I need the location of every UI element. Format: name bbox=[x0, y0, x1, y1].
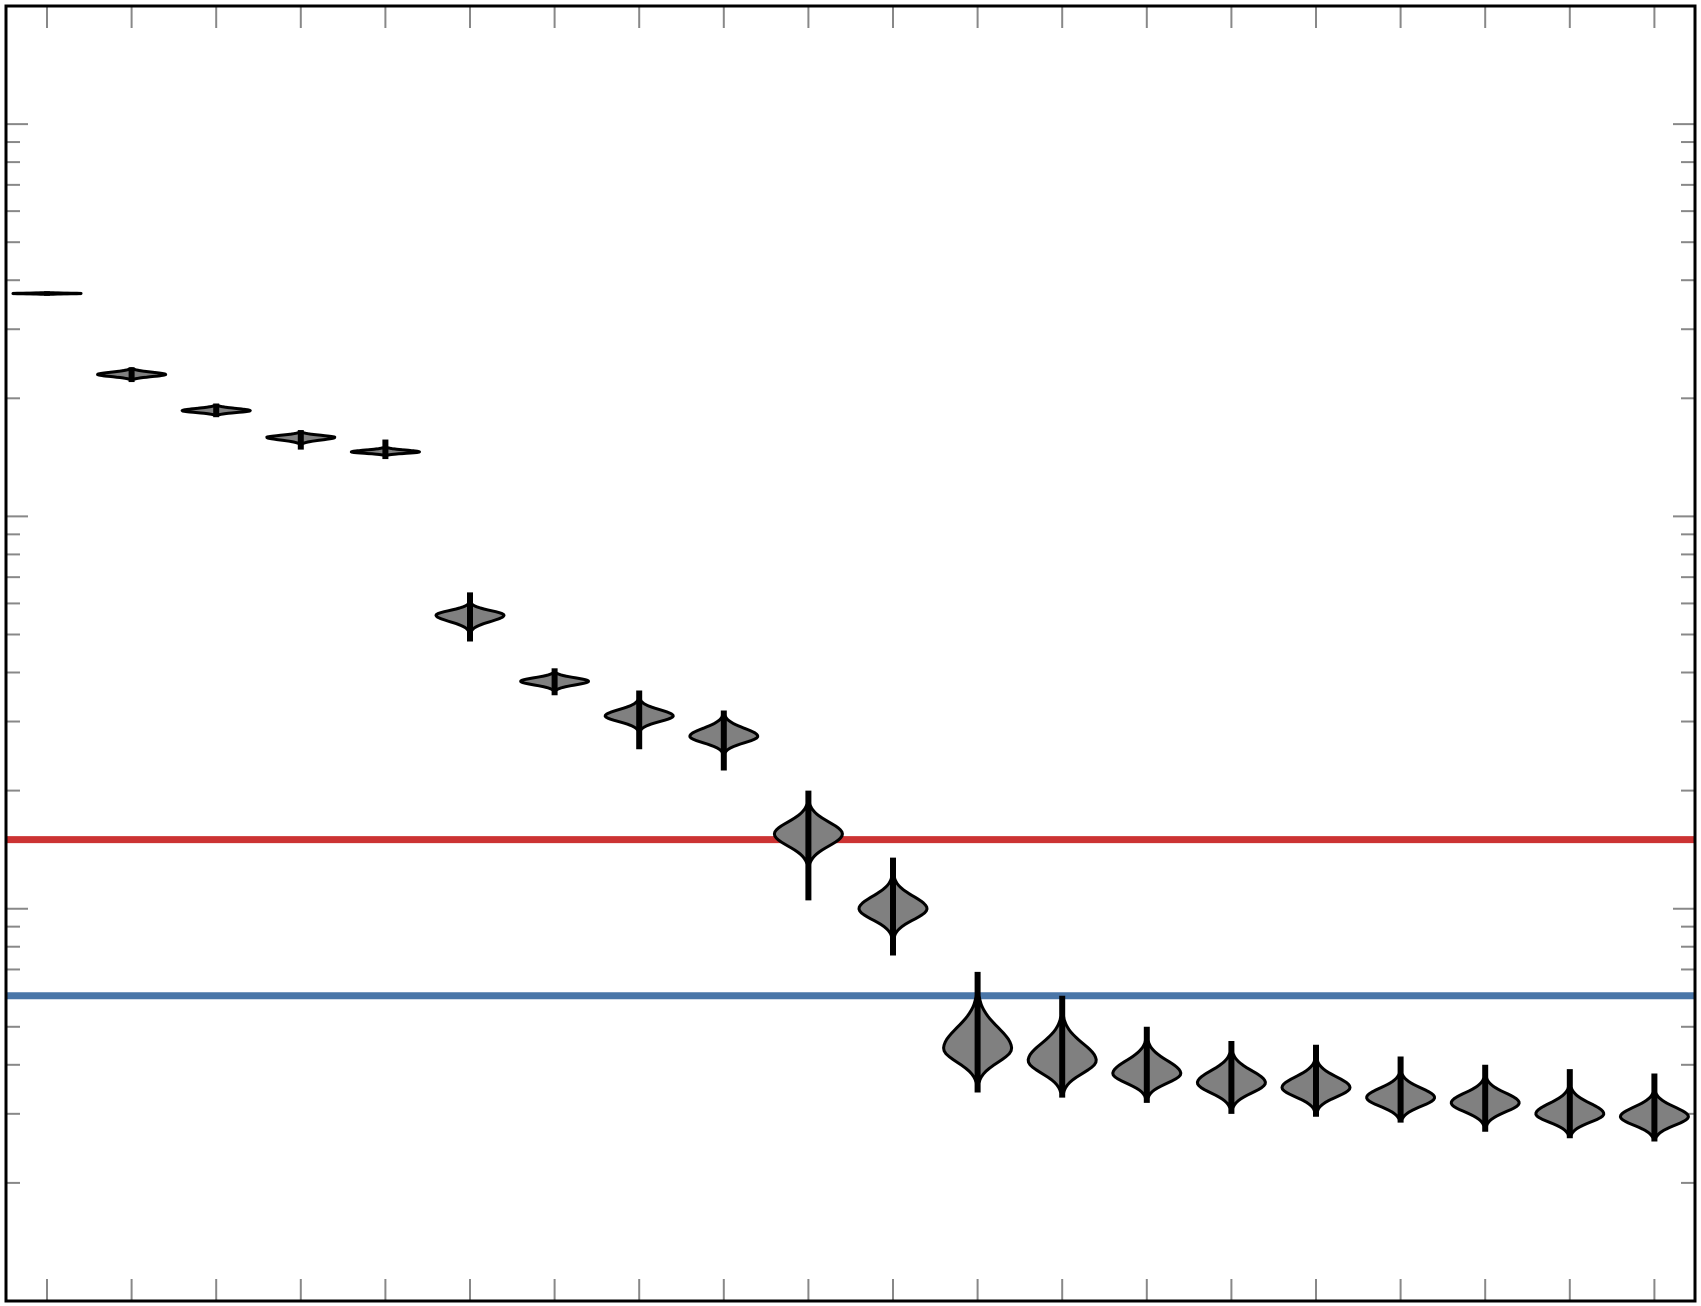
axis-ticks bbox=[6, 6, 1695, 1301]
reference-lines bbox=[6, 836, 1695, 1000]
violin-series bbox=[11, 291, 1690, 1142]
plot-frame bbox=[4, 4, 1697, 1303]
